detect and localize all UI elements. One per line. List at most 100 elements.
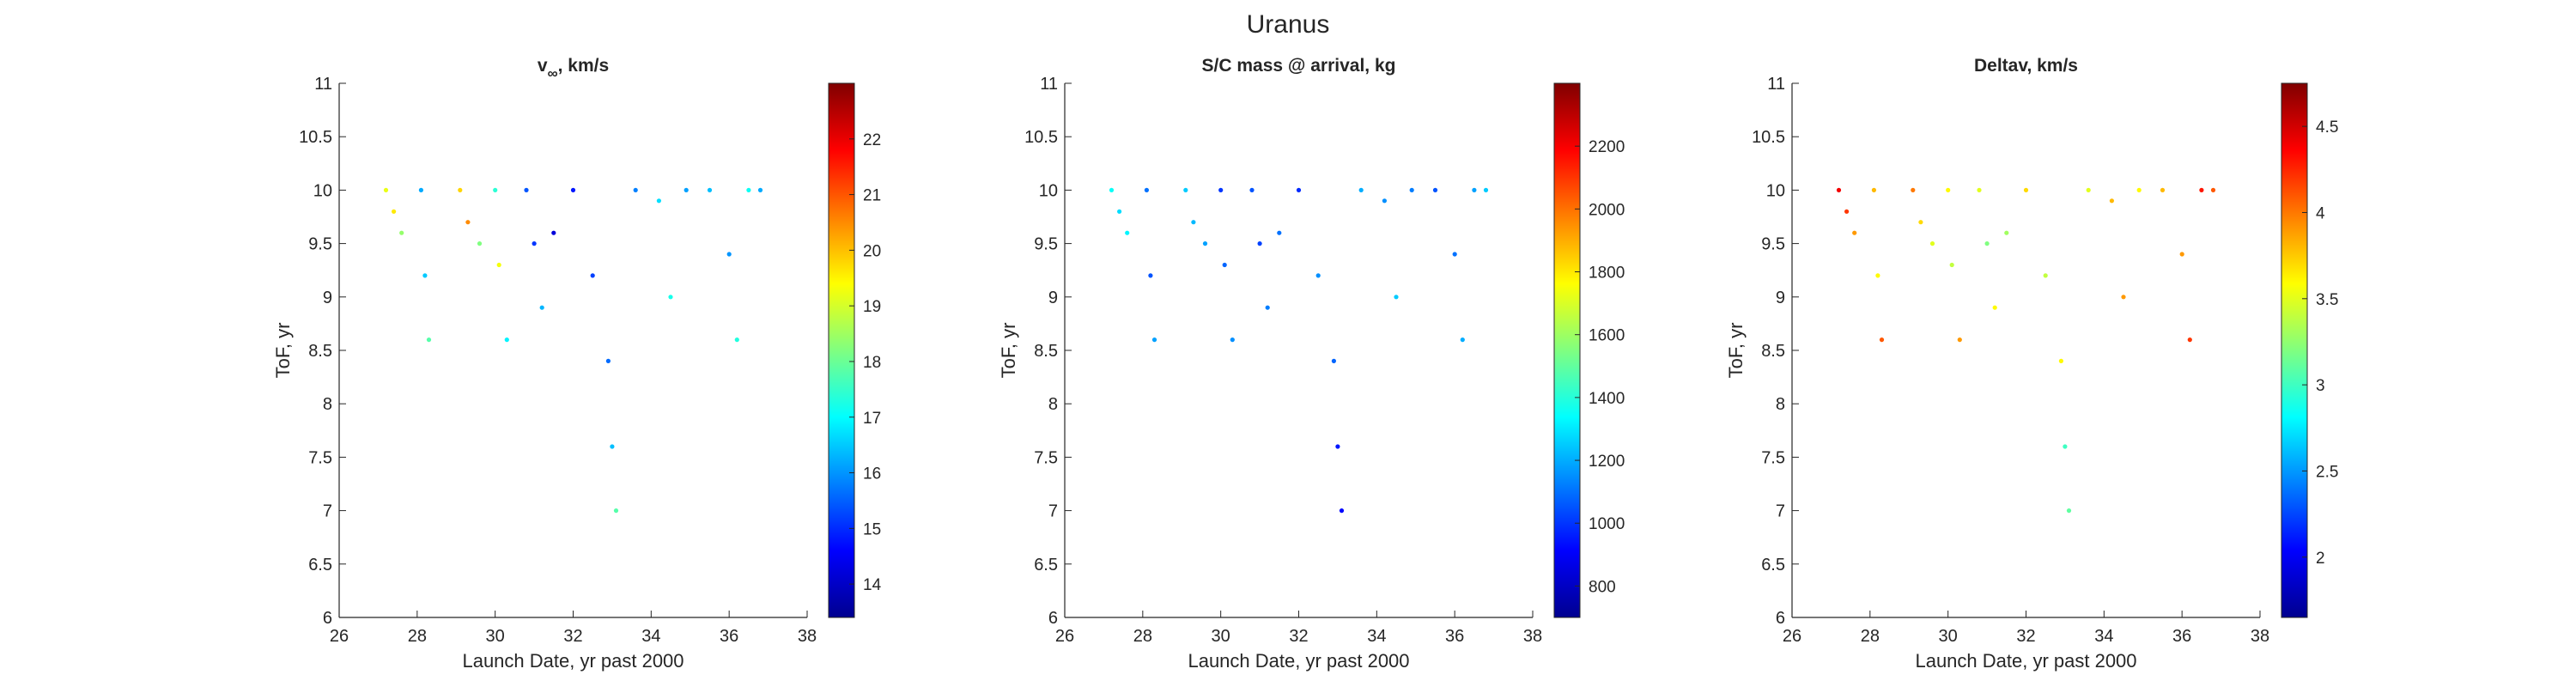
y-tick-label: 8 bbox=[1048, 395, 1058, 414]
x-tick-label: 26 bbox=[330, 627, 349, 646]
data-point bbox=[1249, 187, 1255, 192]
data-point bbox=[1949, 262, 1954, 268]
data-point bbox=[504, 337, 509, 343]
figure-title: Uranus bbox=[1246, 10, 1330, 39]
data-point bbox=[418, 187, 423, 192]
data-point bbox=[1148, 273, 1153, 278]
y-tick-label: 7 bbox=[1048, 502, 1058, 521]
x-axis-label: Launch Date, yr past 2000 bbox=[1915, 650, 2136, 672]
data-point bbox=[1358, 187, 1364, 192]
data-point bbox=[1452, 252, 1457, 257]
data-point bbox=[1335, 444, 1340, 449]
x-tick-label: 36 bbox=[2172, 627, 2191, 646]
data-point bbox=[2109, 198, 2114, 204]
x-tick-label: 36 bbox=[720, 627, 738, 646]
data-point bbox=[1257, 241, 1262, 246]
y-tick-label: 10 bbox=[313, 181, 332, 200]
data-point bbox=[590, 273, 595, 278]
plot-area bbox=[339, 83, 807, 617]
data-point bbox=[1382, 198, 1387, 204]
data-point bbox=[2179, 252, 2184, 257]
data-point bbox=[1202, 241, 1208, 246]
y-tick-label: 11 bbox=[1767, 75, 1785, 94]
data-point bbox=[524, 187, 529, 192]
data-point bbox=[1125, 230, 1130, 235]
y-tick-label: 9 bbox=[1776, 289, 1785, 307]
colorbar bbox=[828, 82, 855, 618]
x-tick-label: 34 bbox=[2094, 627, 2113, 646]
x-tick-label: 30 bbox=[486, 627, 505, 646]
x-axis-label: Launch Date, yr past 2000 bbox=[462, 650, 683, 672]
y-tick-label: 10 bbox=[1766, 181, 1785, 200]
data-point bbox=[1230, 337, 1235, 343]
data-point bbox=[477, 241, 483, 246]
data-point bbox=[399, 230, 404, 235]
y-tick-label: 10 bbox=[1039, 181, 1058, 200]
y-tick-label: 8.5 bbox=[1761, 342, 1785, 361]
data-point bbox=[1409, 187, 1414, 192]
colorbar bbox=[2281, 82, 2308, 618]
data-point bbox=[613, 508, 619, 514]
data-point bbox=[1483, 187, 1489, 192]
x-tick-label: 38 bbox=[2251, 627, 2269, 646]
subplot-title: Deltav, km/s bbox=[1974, 56, 2078, 76]
plot-area bbox=[1065, 83, 1533, 617]
data-point bbox=[1984, 241, 1990, 246]
x-tick-label: 38 bbox=[1523, 627, 1542, 646]
data-point bbox=[757, 187, 763, 192]
y-axis-label: ToF, yr bbox=[998, 323, 1019, 379]
colorbar-tick-label: 3.5 bbox=[2316, 291, 2338, 309]
data-point bbox=[1191, 220, 1196, 225]
data-point bbox=[1460, 337, 1465, 343]
subplot-1: 26 28 30 32 34 36 38 6 6.5 7 7.5 8 8.5 9 9.5 10 10.5 11 La… bbox=[272, 56, 882, 672]
colorbar-tick-label: 20 bbox=[863, 242, 881, 260]
x-tick-label: 28 bbox=[1861, 627, 1880, 646]
data-point bbox=[683, 187, 689, 192]
colorbar-tick-label: 17 bbox=[863, 410, 881, 428]
plot-area bbox=[1792, 83, 2260, 617]
colorbar-tick-label: 15 bbox=[863, 520, 881, 538]
data-point bbox=[2136, 187, 2142, 192]
data-point bbox=[1879, 337, 1885, 343]
data-point bbox=[633, 187, 638, 192]
data-point bbox=[1117, 209, 1122, 214]
data-point bbox=[1339, 508, 1345, 514]
subplot-3: 26 28 30 32 34 36 3866.577.588.599.51010.511La… bbox=[1725, 56, 2338, 672]
y-tick-label: 8 bbox=[1776, 395, 1785, 414]
y-tick-label: 11 bbox=[1040, 75, 1058, 94]
data-point bbox=[2121, 295, 2126, 300]
y-tick-label: 8.5 bbox=[1034, 342, 1058, 361]
x-tick-label: 28 bbox=[408, 627, 427, 646]
colorbar-tick-label: 1600 bbox=[1589, 327, 1625, 345]
data-point bbox=[458, 187, 463, 192]
data-point bbox=[610, 444, 615, 449]
x-tick-label: 38 bbox=[798, 627, 817, 646]
y-tick-label: 9.5 bbox=[1761, 235, 1785, 254]
data-point bbox=[1977, 187, 1982, 192]
data-point bbox=[392, 209, 397, 214]
colorbar-tick-label: 14 bbox=[863, 576, 882, 594]
colorbar-tick-label: 4 bbox=[2316, 204, 2325, 222]
subplot-title: v∞, km/s bbox=[538, 56, 609, 82]
colorbar-tick-label: 22 bbox=[863, 131, 881, 149]
y-axis-label: ToF, yr bbox=[1725, 323, 1747, 379]
colorbar-tick-label: 1400 bbox=[1589, 390, 1625, 408]
data-point bbox=[1432, 187, 1438, 192]
data-point bbox=[1852, 230, 1857, 235]
data-point bbox=[1957, 337, 1962, 343]
x-tick-label: 28 bbox=[1133, 627, 1152, 646]
colorbar-tick-label: 3 bbox=[2316, 377, 2325, 395]
colorbar-tick-label: 800 bbox=[1589, 578, 1616, 596]
y-tick-label: 10.5 bbox=[1024, 128, 1058, 147]
y-tick-label: 8 bbox=[323, 395, 332, 414]
colorbar-tick-label: 2000 bbox=[1589, 201, 1625, 219]
colorbar-tick-label: 18 bbox=[863, 354, 881, 372]
x-tick-label: 36 bbox=[1445, 627, 1464, 646]
colorbar-tick-label: 2 bbox=[2316, 550, 2325, 568]
y-tick-label: 9.5 bbox=[308, 235, 332, 254]
y-tick-label: 8.5 bbox=[308, 342, 332, 361]
data-point bbox=[465, 220, 471, 225]
data-point bbox=[2199, 187, 2204, 192]
y-tick-label: 10.5 bbox=[1752, 128, 1785, 147]
